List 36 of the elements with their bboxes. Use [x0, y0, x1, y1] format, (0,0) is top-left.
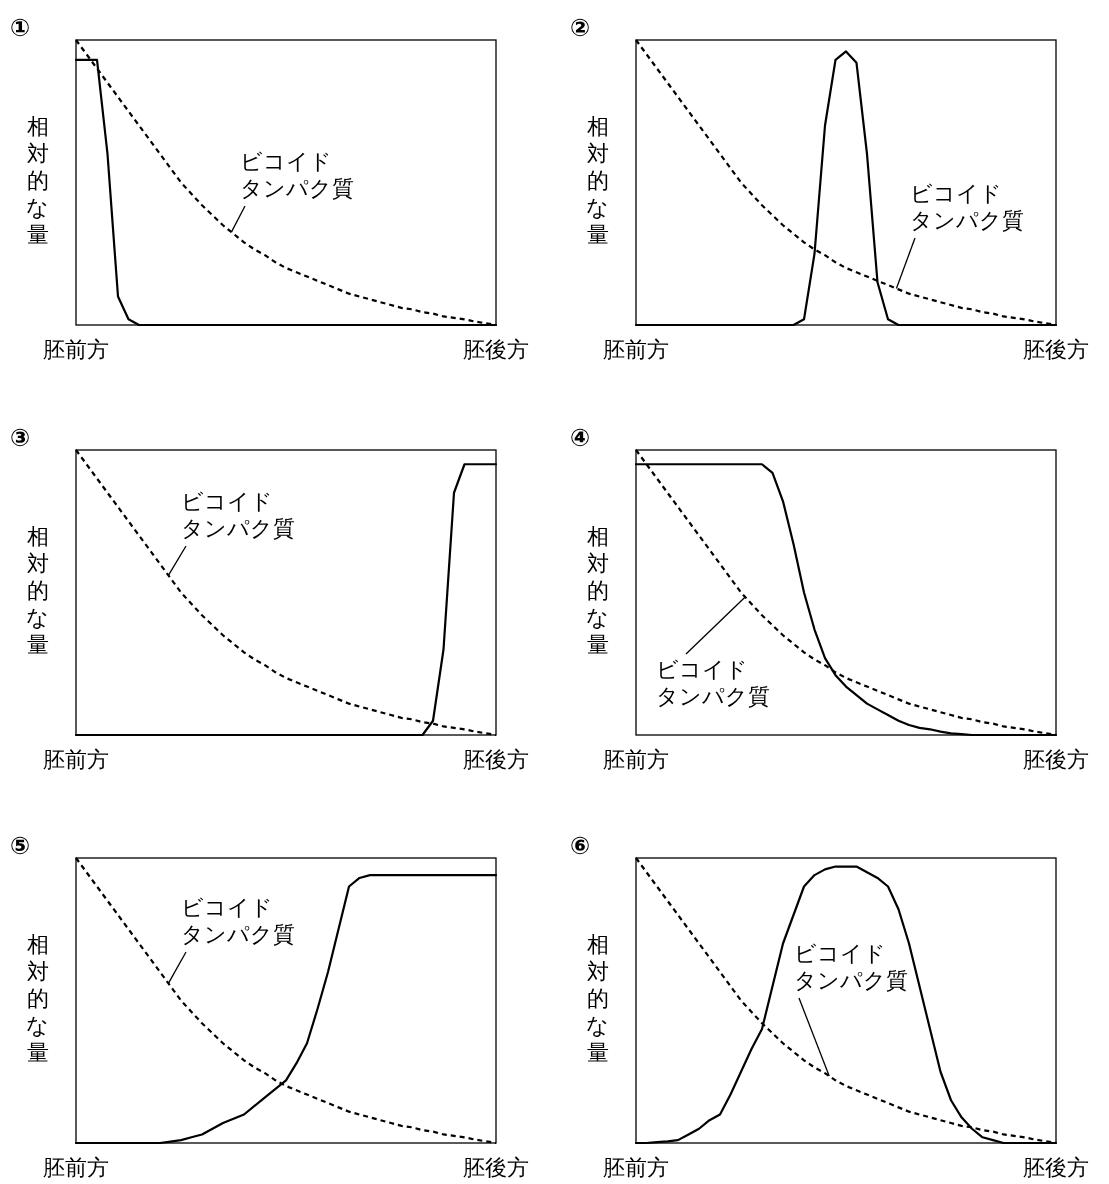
annotation: ビコイド — [910, 180, 1002, 207]
x-tick-label: 胚前方 — [43, 336, 109, 364]
annotation: ビコイド — [794, 940, 886, 967]
x-tick-label: 胚前方 — [43, 746, 109, 774]
x-tick-label: 胚後方 — [463, 336, 529, 364]
annotation: タンパク質 — [181, 515, 295, 542]
annotation: ビコイド — [656, 656, 748, 683]
x-tick-label: 胚後方 — [1023, 746, 1089, 774]
y-axis-title: 相対的な量 — [586, 112, 609, 248]
y-axis-title: 相対的な量 — [26, 112, 49, 248]
x-tick-label: 胚後方 — [463, 1154, 529, 1182]
y-axis-title: 相対的な量 — [586, 522, 609, 658]
annotation: タンパク質 — [656, 683, 770, 710]
chart-title: ③ — [10, 424, 31, 452]
annotation: ビコイド — [240, 148, 332, 175]
x-tick-label: 胚前方 — [603, 1154, 669, 1182]
x-tick-label: 胚前方 — [603, 746, 669, 774]
annotation: タンパク質 — [794, 967, 908, 994]
y-axis-title: 相対的な量 — [26, 522, 49, 658]
chart-title: ② — [570, 14, 591, 42]
x-tick-label: 胚後方 — [1023, 336, 1089, 364]
x-tick-label: 胚後方 — [463, 746, 529, 774]
y-axis-title: 相対的な量 — [26, 930, 49, 1066]
x-tick-label: 胚後方 — [1023, 1154, 1089, 1182]
chart-title: ⑥ — [570, 832, 591, 860]
y-axis-title: 相対的な量 — [586, 930, 609, 1066]
annotation: タンパク質 — [910, 207, 1024, 234]
chart-title: ① — [10, 14, 31, 42]
x-tick-label: 胚前方 — [43, 1154, 109, 1182]
annotation: タンパク質 — [181, 921, 295, 948]
annotation: タンパク質 — [240, 175, 354, 202]
chart-title: ⑤ — [10, 832, 31, 860]
annotation: ビコイド — [181, 894, 273, 921]
annotation: ビコイド — [181, 488, 273, 515]
chart-title: ④ — [570, 424, 591, 452]
x-tick-label: 胚前方 — [603, 336, 669, 364]
